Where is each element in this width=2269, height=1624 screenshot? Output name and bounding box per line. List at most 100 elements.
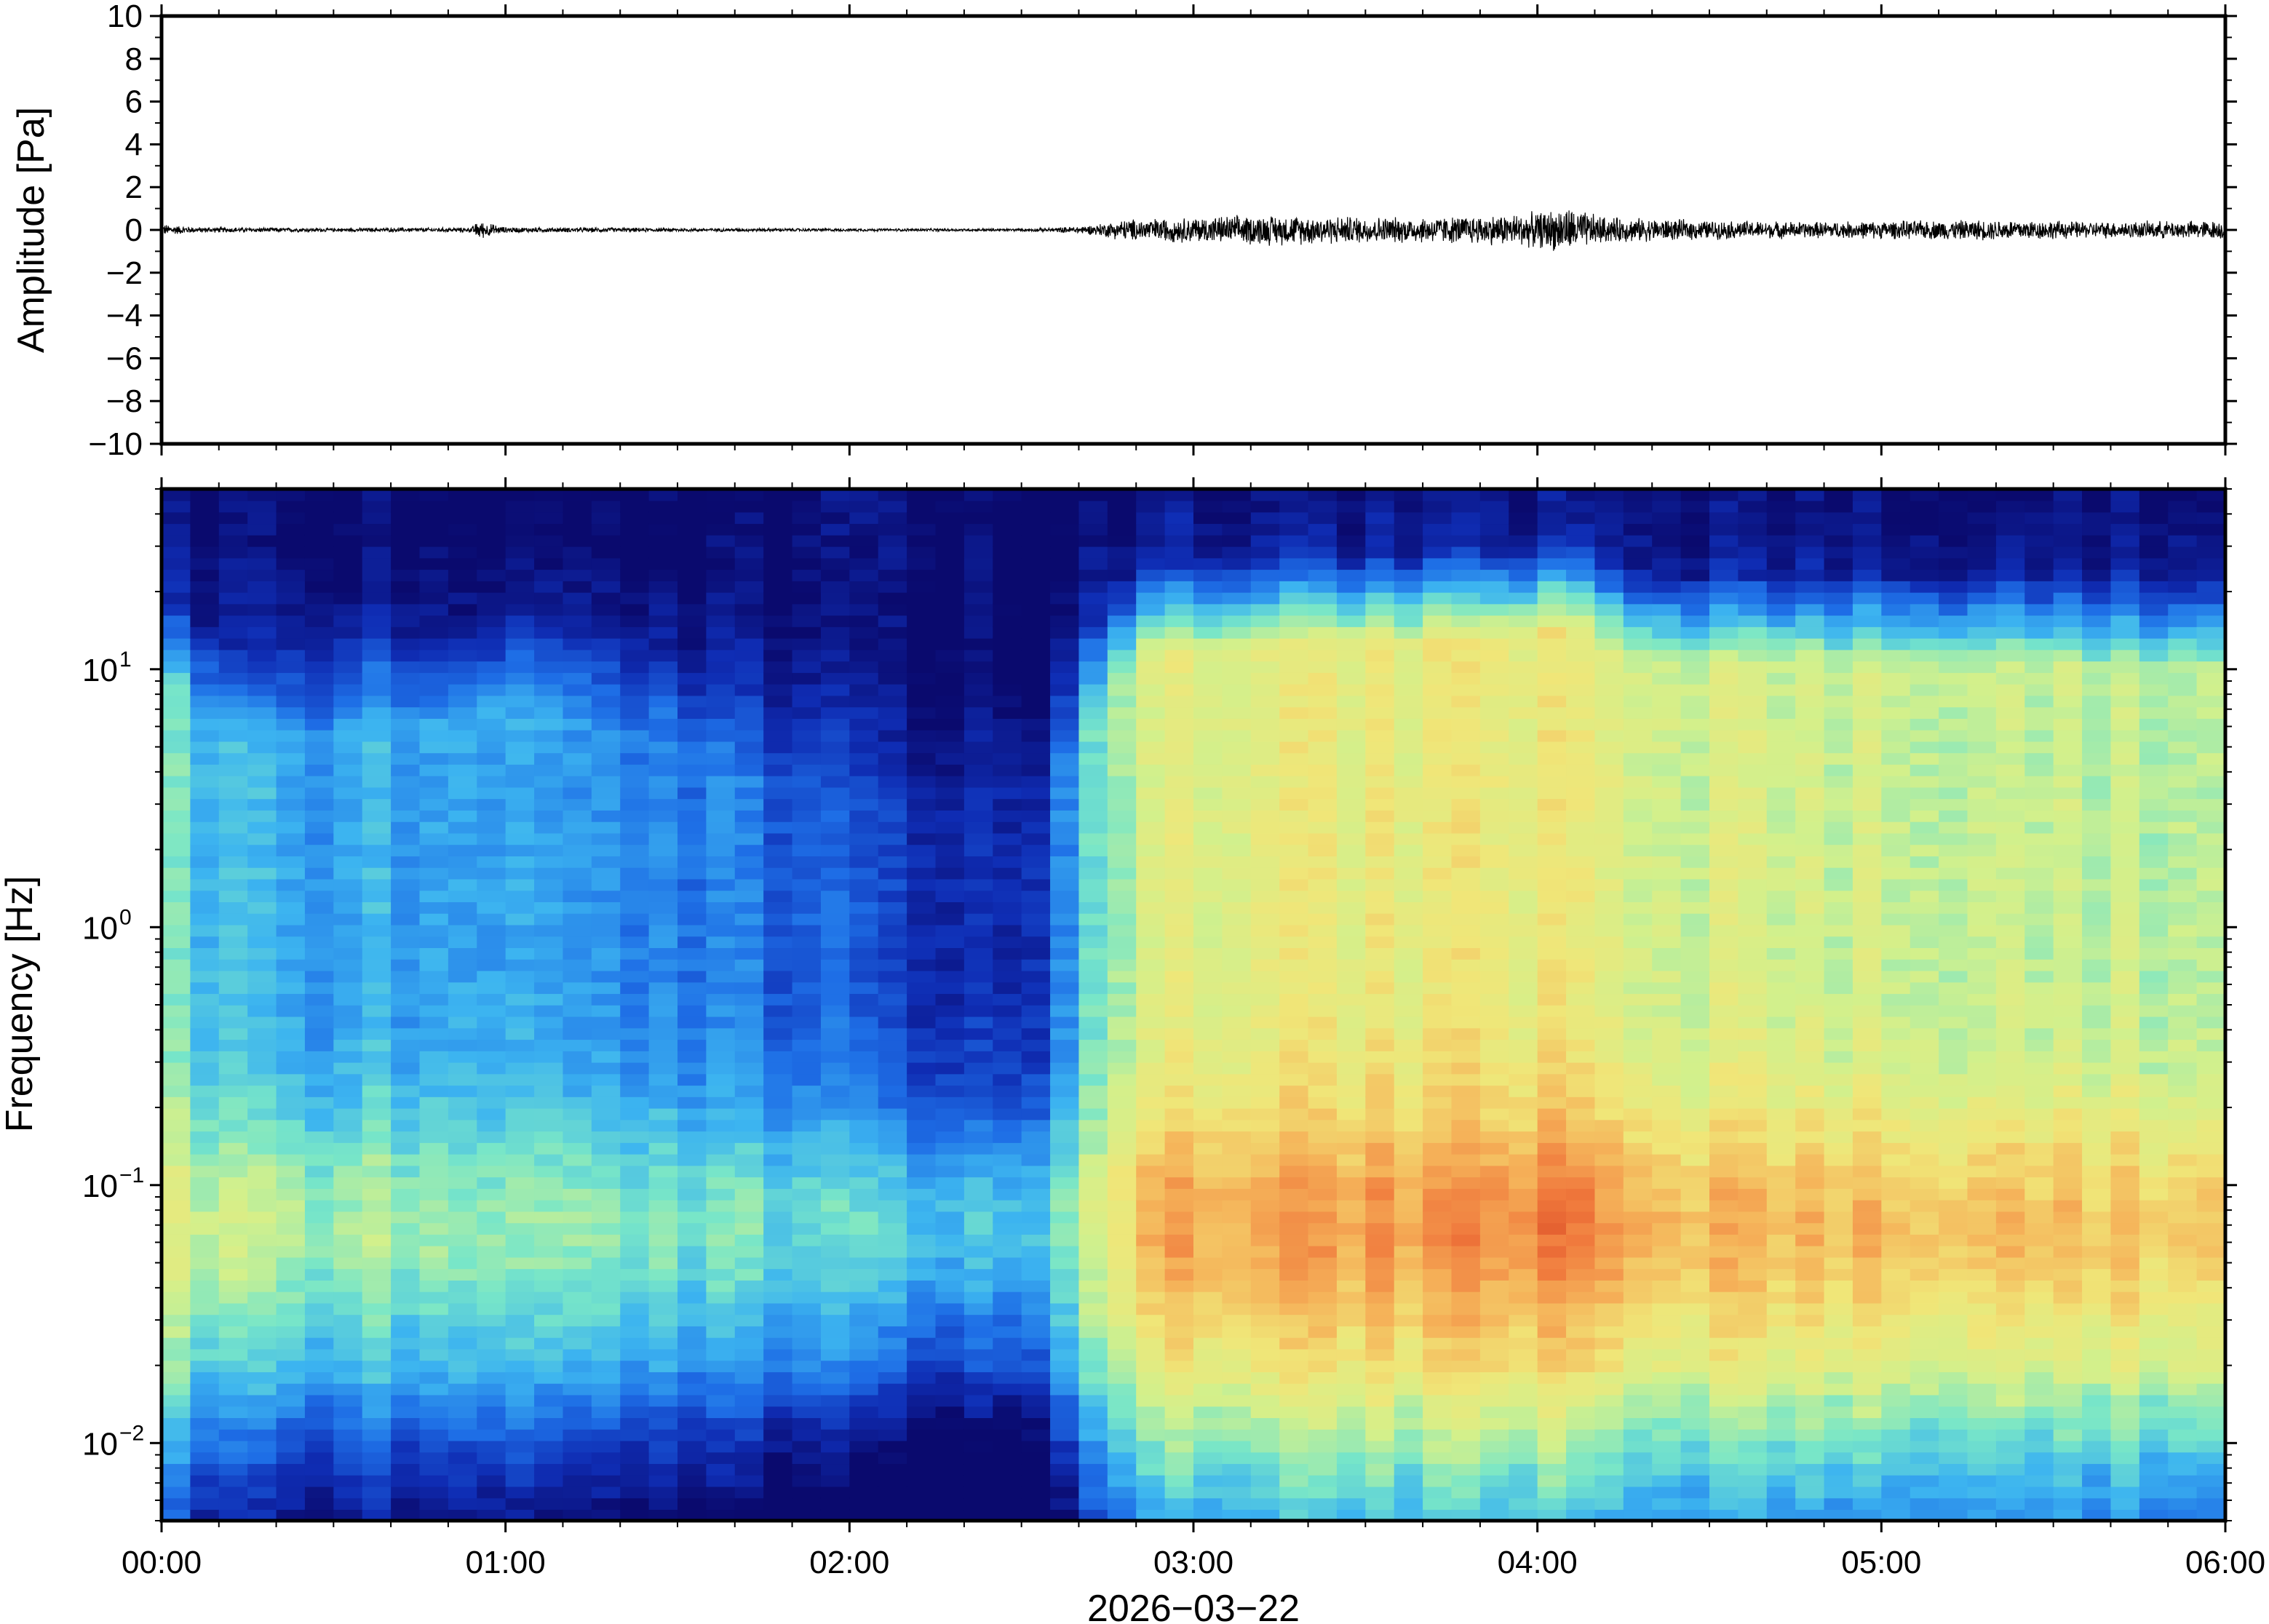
spectrogram-cell [1509, 546, 1538, 559]
spectrogram-cell [591, 546, 621, 559]
spectrogram-cell [1308, 695, 1338, 708]
spectrogram-cell [1479, 1394, 1510, 1407]
spectrogram-cell [1164, 546, 1194, 559]
spectrogram-cell [505, 810, 535, 822]
spectrogram-cell [935, 1291, 965, 1304]
spectrogram-cell [1136, 1291, 1166, 1304]
spectrogram-cell [734, 1005, 764, 1017]
spectrogram-cell [448, 637, 478, 650]
spectrogram-cell [505, 1486, 535, 1499]
spectrogram-cell [792, 1440, 822, 1453]
spectrogram-cell [477, 1107, 506, 1121]
spectrogram-cell [1193, 1107, 1223, 1121]
spectrogram-cell [734, 592, 764, 605]
spectrogram-cell [190, 1394, 220, 1407]
spectrogram-cell [1394, 603, 1423, 616]
spectrogram-cell [419, 1199, 449, 1212]
spectrogram-cell [763, 1268, 793, 1281]
spectrogram-cell [190, 546, 220, 559]
spectrogram-cell [1193, 1234, 1223, 1246]
spectrogram-cell [1394, 1302, 1423, 1315]
spectrogram-cell [677, 569, 707, 581]
spectrogram-cell [792, 1337, 822, 1350]
spectrogram-cell [993, 718, 1022, 731]
spectrogram-cell [1423, 500, 1453, 513]
spectrogram-cell [1136, 1119, 1166, 1132]
spectrogram-cell [505, 1107, 535, 1121]
spectrogram-cell [1050, 1039, 1080, 1051]
spectrogram-cell [1594, 695, 1624, 708]
spectrogram-cell [276, 1394, 306, 1407]
spectrogram-cell [1050, 661, 1080, 673]
spectrogram-cell [1193, 1509, 1223, 1521]
spectrogram-cell [448, 832, 478, 845]
spectrogram-cell [878, 637, 907, 650]
spectrogram-cell [391, 615, 421, 627]
spectrogram-cell [247, 867, 277, 880]
spectrogram-cell [1537, 672, 1567, 685]
spectrogram-cell [734, 924, 764, 937]
spectrogram-cell [1050, 1165, 1080, 1178]
spectrogram-cell [591, 557, 621, 570]
spectrogram-cell [247, 798, 277, 811]
spectrogram-cell [1537, 936, 1567, 949]
spectrogram-cell [648, 569, 678, 581]
spectrogram-cell [1050, 924, 1080, 937]
spectrogram-cell [1451, 1234, 1481, 1246]
spectrogram-cell [1336, 1486, 1367, 1499]
spectrogram-cell [1680, 1257, 1710, 1270]
spectrogram-cell [1623, 661, 1653, 673]
spectrogram-cell [820, 1177, 851, 1189]
spectrogram-cell [1479, 1314, 1510, 1326]
spectrogram-cell [963, 500, 994, 513]
spectrogram-cell [190, 1474, 220, 1487]
spectrogram-cell [391, 626, 421, 639]
spectrogram-cell [591, 1222, 621, 1235]
spectrogram-cell [935, 752, 965, 765]
spectrogram-cell [677, 752, 707, 765]
spectrogram-cell [1021, 1051, 1051, 1063]
spectrogram-cell [1021, 1474, 1051, 1487]
spectrogram-cell [963, 1497, 994, 1510]
spectrogram-cell [820, 500, 851, 513]
spectrogram-cell [963, 890, 994, 902]
spectrogram-cell [276, 1280, 306, 1292]
spectrogram-cell [247, 1005, 277, 1017]
spectrogram-cell [1566, 729, 1596, 742]
spectrogram-cell [1594, 1509, 1624, 1521]
spectrogram-cell [591, 523, 621, 536]
spectrogram-cell [1365, 901, 1395, 914]
spectrogram-cell [1365, 741, 1395, 754]
spectrogram-cell [1107, 993, 1137, 1006]
spectrogram-cell [1250, 1382, 1280, 1396]
spectrogram-cell [1365, 1211, 1395, 1224]
spectrogram-cell [1680, 787, 1710, 800]
spectrogram-cell [849, 1394, 879, 1407]
spectrogram-cell [1451, 867, 1481, 880]
spectrogram-cell [963, 1119, 994, 1132]
spectrogram-cell [304, 1452, 335, 1465]
spectrogram-cell [1336, 1372, 1367, 1384]
spectrogram-cell [706, 1440, 736, 1453]
spectrogram-cell [907, 1360, 937, 1372]
spectrogram-cell [448, 500, 478, 513]
spectrogram-cell [1164, 1005, 1194, 1017]
spectrogram-cell [1078, 1177, 1108, 1189]
spectrogram-cell [419, 683, 449, 696]
spectrogram-cell [1336, 1314, 1367, 1326]
spectrogram-cell [534, 1177, 564, 1189]
spectrogram-cell [1479, 1440, 1510, 1453]
spectrogram-cell [190, 1326, 220, 1338]
spectrogram-cell [963, 637, 994, 650]
spectrogram-cell [706, 1257, 736, 1270]
spectrogram-cell [1336, 1107, 1367, 1121]
spectrogram-cell [1537, 683, 1567, 696]
spectrogram-cell [963, 1211, 994, 1224]
spectrogram-cell [563, 649, 592, 662]
spectrogram-cell [1594, 901, 1624, 914]
spectrogram-cell [763, 1382, 793, 1396]
spectrogram-cell [1365, 1039, 1395, 1051]
spectrogram-cell [304, 1280, 335, 1292]
spectrogram-cell [878, 1360, 907, 1372]
spectrogram-cell [391, 581, 421, 593]
